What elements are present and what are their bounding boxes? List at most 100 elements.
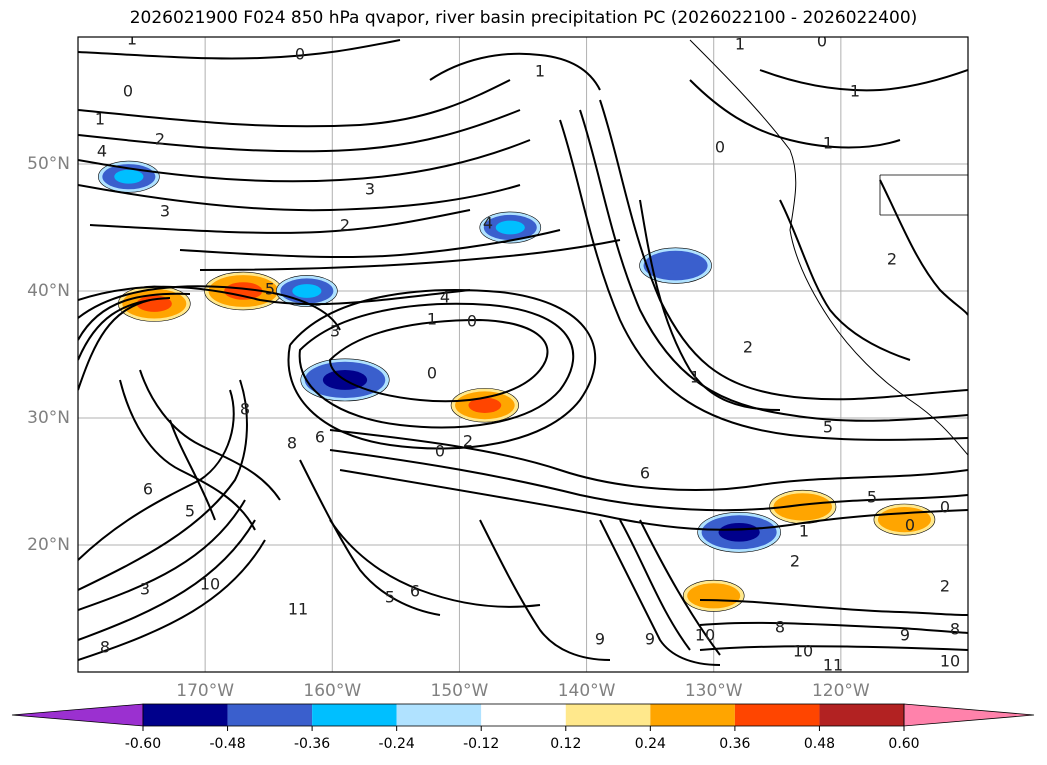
map-frame: [77, 36, 969, 673]
negative-anomaly-patch-core: [114, 169, 144, 184]
qvapor-contour: [779, 199, 911, 361]
qvapor-contour: [78, 184, 521, 212]
contour-label: 1: [535, 62, 545, 81]
colorbar-segment: [650, 704, 735, 726]
contour-label: 10: [200, 575, 220, 594]
lon-tick-label: 140°W: [558, 681, 616, 701]
qvapor-contour: [579, 109, 968, 422]
contour-label: 8: [950, 620, 960, 639]
contour-label: 1: [95, 110, 105, 129]
contour-label: 4: [440, 288, 450, 307]
contour-label: 3: [365, 180, 375, 199]
qvapor-contour: [328, 318, 549, 403]
qvapor-contour: [78, 79, 511, 128]
positive-anomaly-patch-core: [889, 512, 920, 527]
lon-tick-label: 170°W: [176, 681, 234, 701]
contour-label: 8: [240, 400, 250, 419]
contour-label: 2: [340, 216, 350, 235]
lat-tick-label: 40°N: [27, 281, 70, 301]
contour-label: 9: [645, 630, 655, 649]
contour-label: 1: [690, 368, 700, 387]
qvapor-contour: [78, 297, 171, 361]
contour-label: 0: [295, 45, 305, 64]
contour-label: 1: [850, 82, 860, 101]
contour-label: 0: [435, 442, 445, 461]
contour-label: 6: [640, 464, 650, 483]
state-border: [879, 174, 968, 216]
qvapor-contour: [429, 52, 601, 91]
contour-label: 1: [427, 310, 437, 329]
contour-label: 10: [793, 642, 813, 661]
colorbar-tick-label: 0.60: [888, 736, 919, 752]
colorbar-extend-left: [11, 703, 144, 727]
colorbar-tick-label: 0.36: [719, 736, 750, 752]
negative-anomaly-patch-core: [718, 522, 760, 542]
contour-label: 0: [467, 312, 477, 331]
qvapor-contour: [78, 292, 191, 341]
contour-label: 0: [905, 516, 915, 535]
contour-label: 1: [799, 522, 809, 541]
negative-anomaly-patch-core: [292, 284, 322, 298]
qvapor-contour: [879, 179, 968, 316]
qvapor-contour: [119, 379, 256, 531]
contour-label: 0: [123, 82, 133, 101]
contour-label: 0: [817, 32, 827, 51]
qvapor-contour: [78, 285, 341, 331]
positive-anomaly-patch-core: [136, 295, 172, 312]
contour-label: 2: [790, 552, 800, 571]
qvapor-contour: [689, 79, 901, 149]
contour-label: 4: [483, 214, 493, 233]
colorbar-tick-label: -0.36: [294, 736, 330, 752]
contour-label: 5: [185, 502, 195, 521]
colorbar-segment: [312, 704, 397, 726]
qvapor-contour: [78, 299, 151, 391]
qvapor-contour: [699, 621, 968, 634]
lat-tick-label: 30°N: [27, 408, 70, 428]
lon-tick-label: 130°W: [685, 681, 743, 701]
lon-tick-label: 120°W: [812, 681, 870, 701]
colorbar-segment: [481, 704, 566, 726]
contour-label: 6: [143, 480, 153, 499]
contour-label: 2: [155, 130, 165, 149]
contour-label: 8: [287, 434, 297, 453]
contour-label: 1: [735, 35, 745, 54]
qvapor-contour: [78, 499, 246, 611]
qvapor-contour: [299, 459, 441, 616]
negative-anomaly-patch-core: [657, 257, 694, 274]
contour-label: 0: [940, 498, 950, 517]
coastline: [689, 39, 968, 456]
contour-label: 0: [427, 364, 437, 383]
colorbar-segment: [734, 704, 820, 726]
colorbar-segment: [565, 704, 651, 726]
qvapor-contour: [78, 109, 521, 153]
colorbar-tick-label: 0.48: [804, 736, 835, 752]
lat-tick-label: 20°N: [27, 535, 70, 555]
qvapor-contour: [89, 209, 471, 234]
colorbar-tick-label: 0.24: [635, 736, 666, 752]
qvapor-contour: [639, 199, 781, 411]
qvapor-contour: [559, 119, 968, 441]
contour-label: 11: [823, 656, 843, 675]
qvapor-contour: [479, 519, 611, 661]
qvapor-contour: [179, 229, 561, 259]
colorbar-tick-label: -0.24: [379, 736, 415, 752]
qvapor-contour: [599, 99, 968, 401]
positive-anomaly-patch-core: [468, 397, 502, 413]
qvapor-contour: [169, 419, 216, 521]
colorbar-extend-right: [903, 703, 1035, 727]
qvapor-contour: [78, 285, 471, 306]
qvapor-contour: [329, 519, 541, 608]
colorbar-segment: [143, 704, 228, 726]
contour-label: 5: [867, 488, 877, 507]
qvapor-contour: [199, 239, 621, 271]
qvapor-contour: [298, 302, 575, 429]
qvapor-contour: [599, 519, 721, 666]
contour-label: 9: [900, 626, 910, 645]
contour-label: 3: [140, 580, 150, 599]
contour-label: 1: [127, 30, 137, 49]
lat-tick-label: 50°N: [27, 154, 70, 174]
contour-label: 9: [595, 630, 605, 649]
colorbar-segment: [819, 704, 904, 726]
qvapor-contour: [639, 519, 721, 656]
